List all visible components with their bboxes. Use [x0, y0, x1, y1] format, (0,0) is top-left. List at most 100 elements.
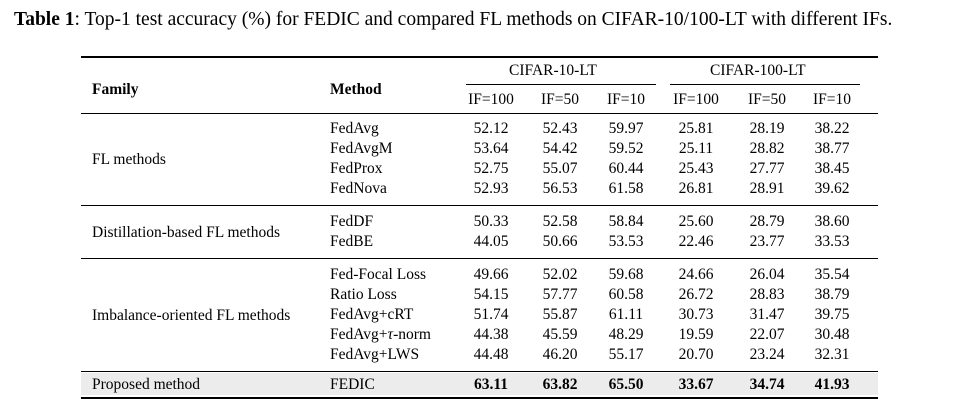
accuracy-value: 30.73 — [678, 306, 714, 323]
accuracy-value: 30.48 — [814, 326, 850, 343]
accuracy-value: 23.24 — [749, 346, 785, 363]
accuracy-value: 52.43 — [542, 120, 578, 137]
accuracy-value: 35.54 — [814, 266, 850, 283]
proposed-value: 33.67 — [678, 376, 714, 393]
proposed-method: FEDIC — [330, 376, 375, 393]
accuracy-value: 61.58 — [608, 180, 644, 197]
accuracy-value: 51.74 — [473, 306, 509, 323]
accuracy-value: 61.11 — [608, 306, 644, 323]
accuracy-value: 50.66 — [542, 233, 578, 250]
accuracy-value: 23.77 — [749, 233, 785, 250]
accuracy-value: 54.15 — [473, 286, 509, 303]
method-name: Ratio Loss — [330, 286, 397, 303]
cmidrule-cifar10 — [466, 84, 656, 85]
accuracy-value: 46.20 — [542, 346, 578, 363]
accuracy-value: 38.45 — [814, 160, 850, 177]
header-if: IF=50 — [747, 91, 787, 108]
accuracy-value: 28.19 — [749, 120, 785, 137]
accuracy-value: 28.82 — [749, 140, 785, 157]
accuracy-value: 50.33 — [473, 213, 509, 230]
accuracy-value: 60.44 — [608, 160, 644, 177]
accuracy-value: 57.77 — [542, 286, 578, 303]
table-caption: Table 1: Top-1 test accuracy (%) for FED… — [14, 9, 892, 31]
accuracy-value: 19.59 — [678, 326, 714, 343]
method-name: FedProx — [330, 160, 383, 177]
accuracy-value: 60.58 — [608, 286, 644, 303]
method-name: FedAvg+τ-norm — [330, 326, 431, 343]
method-name: FedAvgM — [330, 140, 393, 157]
accuracy-value: 28.79 — [749, 213, 785, 230]
header-group-cifar10: CIFAR-10-LT — [509, 62, 597, 79]
method-name: FedAvg — [330, 120, 379, 137]
accuracy-value: 45.59 — [542, 326, 578, 343]
method-name: FedNova — [330, 180, 387, 197]
accuracy-value: 59.97 — [608, 120, 644, 137]
accuracy-value: 26.04 — [749, 266, 785, 283]
proposed-value: 63.82 — [542, 376, 578, 393]
cmidrule-cifar100 — [670, 84, 860, 85]
accuracy-value: 59.68 — [608, 266, 644, 283]
proposed-family: Proposed method — [92, 376, 201, 393]
accuracy-value: 38.79 — [814, 286, 850, 303]
accuracy-value: 33.53 — [814, 233, 850, 250]
accuracy-value: 39.62 — [814, 180, 850, 197]
header-if: IF=100 — [468, 91, 514, 108]
accuracy-value: 48.29 — [608, 326, 644, 343]
family-label: Distillation-based FL methods — [92, 224, 280, 241]
accuracy-value: 52.12 — [473, 120, 509, 137]
accuracy-value: 28.83 — [749, 286, 785, 303]
accuracy-value: 25.60 — [678, 213, 714, 230]
accuracy-value: 38.77 — [814, 140, 850, 157]
accuracy-value: 55.87 — [542, 306, 578, 323]
accuracy-value: 55.07 — [542, 160, 578, 177]
accuracy-value: 38.60 — [814, 213, 850, 230]
method-name: FedAvg+cRT — [330, 306, 414, 323]
accuracy-value: 52.75 — [473, 160, 509, 177]
accuracy-value: 27.77 — [749, 160, 785, 177]
section-rule — [81, 371, 878, 372]
method-name: Fed-Focal Loss — [330, 266, 427, 283]
accuracy-value: 26.72 — [678, 286, 714, 303]
proposed-value: 63.11 — [473, 376, 509, 393]
header-if: IF=100 — [673, 91, 719, 108]
accuracy-value: 24.66 — [678, 266, 714, 283]
accuracy-value: 25.81 — [678, 120, 714, 137]
accuracy-value: 44.48 — [473, 346, 509, 363]
proposed-row-highlight — [81, 373, 878, 395]
accuracy-value: 49.66 — [473, 266, 509, 283]
proposed-value: 34.74 — [749, 376, 785, 393]
caption-text: : Top-1 test accuracy (%) for FEDIC and … — [74, 9, 893, 30]
accuracy-value: 31.47 — [749, 306, 785, 323]
section-rule — [81, 205, 878, 206]
header-group-cifar100: CIFAR-100-LT — [710, 62, 806, 79]
accuracy-value: 22.07 — [749, 326, 785, 343]
method-name: FedBE — [330, 233, 374, 250]
proposed-value: 41.93 — [814, 376, 850, 393]
header-family: Family — [92, 81, 139, 98]
accuracy-value: 38.22 — [814, 120, 850, 137]
accuracy-value: 52.58 — [542, 213, 578, 230]
method-name: FedAvg+LWS — [330, 346, 420, 363]
header-if: IF=10 — [606, 91, 646, 108]
family-label: FL methods — [92, 151, 166, 168]
section-rule — [81, 258, 878, 259]
accuracy-value: 32.31 — [814, 346, 850, 363]
accuracy-value: 54.42 — [542, 140, 578, 157]
accuracy-value: 28.91 — [749, 180, 785, 197]
bottom-rule — [81, 397, 878, 399]
header-rule — [81, 113, 878, 114]
family-label: Imbalance-oriented FL methods — [92, 307, 291, 324]
accuracy-value: 22.46 — [678, 233, 714, 250]
header-method: Method — [330, 81, 382, 98]
accuracy-value: 25.43 — [678, 160, 714, 177]
top-rule — [81, 56, 878, 58]
accuracy-value: 25.11 — [678, 140, 714, 157]
header-if: IF=50 — [540, 91, 580, 108]
header-if: IF=10 — [812, 91, 852, 108]
accuracy-value: 20.70 — [678, 346, 714, 363]
accuracy-value: 44.38 — [473, 326, 509, 343]
tau-symbol: τ — [387, 326, 394, 343]
proposed-value: 65.50 — [608, 376, 644, 393]
accuracy-value: 56.53 — [542, 180, 578, 197]
accuracy-value: 55.17 — [608, 346, 644, 363]
